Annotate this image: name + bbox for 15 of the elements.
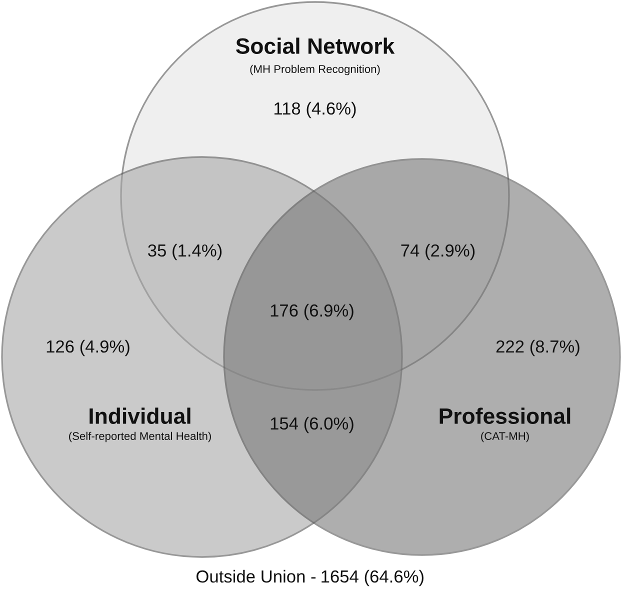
data-label: 126 (4.9%) [46, 340, 130, 356]
data-label: 118 (4.6%) [274, 102, 356, 118]
data-label: 35 (1.4%) [148, 244, 222, 260]
data-label: 176 (6.9%) [270, 304, 354, 320]
category-label: Outside Union - [196, 570, 316, 583]
text: (Self-reported Mental Health) [69, 432, 211, 442]
text: (MH Problem Recognition) [250, 64, 380, 76]
text: Individual [90, 408, 190, 424]
data-label: 74 (2.9%) [401, 244, 475, 260]
text: Professional [440, 408, 570, 424]
data-label: 1654 (64.6%) [322, 570, 424, 586]
data-label: 222 (8.7%) [496, 340, 580, 356]
text: (CAT-MH) [481, 432, 529, 442]
data-label: 154 (6.0%) [270, 416, 354, 434]
text: Social Network [236, 38, 395, 54]
